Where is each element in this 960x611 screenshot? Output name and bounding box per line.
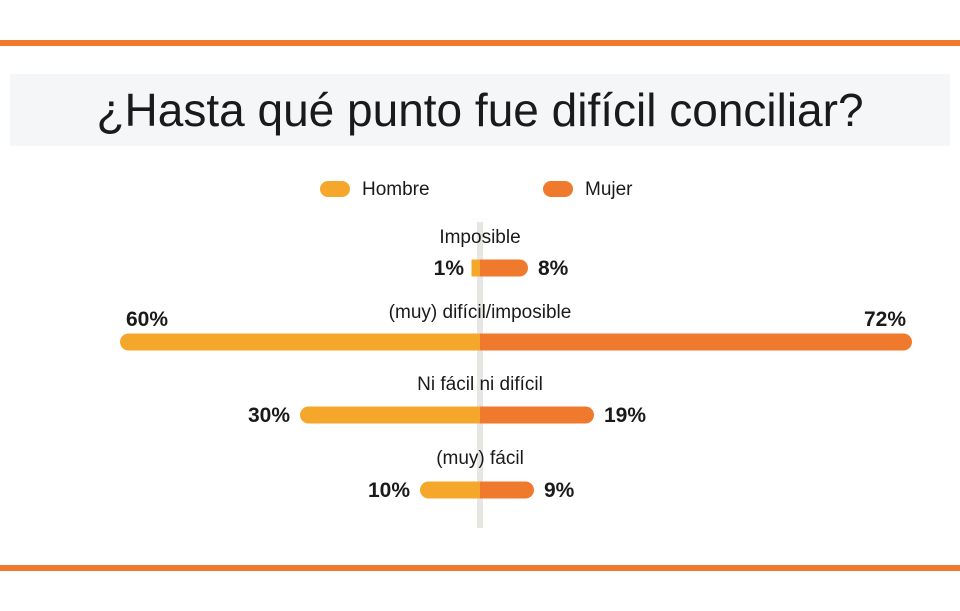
- legend-swatch-mujer: [543, 181, 573, 197]
- value-label-mujer-muy-facil: 9%: [544, 479, 575, 502]
- value-label-hombre-muy-dificil-imposible: 60%: [126, 308, 168, 331]
- chart-title: ¿Hasta qué punto fue difícil conciliar?: [96, 84, 864, 136]
- bar-hombre-muy-dificil-imposible: [120, 333, 480, 351]
- bar-mujer-imposible-joint: [480, 259, 489, 277]
- bar-hombre-imposible-joint: [471, 259, 480, 277]
- value-label-hombre-ni-facil-ni-dificil: 30%: [248, 404, 290, 427]
- category-label-muy-facil: (muy) fácil: [436, 448, 524, 469]
- bar-mujer-muy-dificil-imposible: [480, 333, 912, 351]
- value-label-mujer-ni-facil-ni-dificil: 19%: [604, 404, 646, 427]
- value-label-mujer-muy-dificil-imposible: 72%: [864, 308, 906, 331]
- bar-hombre-muy-facil: [420, 481, 480, 499]
- bar-mujer-muy-facil: [480, 481, 534, 499]
- center-axis: [477, 222, 483, 528]
- title-band: [10, 74, 950, 146]
- legend-swatch-hombre: [320, 181, 350, 197]
- value-label-mujer-imposible: 8%: [538, 257, 569, 280]
- bottom-rule: [0, 565, 960, 571]
- value-label-hombre-imposible: 1%: [434, 257, 465, 280]
- bar-hombre-ni-facil-ni-dificil-joint: [471, 406, 480, 424]
- bar-mujer-imposible: [480, 259, 528, 277]
- bar-mujer-muy-facil-joint: [480, 481, 489, 499]
- bar-mujer-ni-facil-ni-dificil: [480, 406, 594, 424]
- legend-label-hombre: Hombre: [362, 179, 430, 200]
- legend-label-mujer: Mujer: [585, 179, 633, 200]
- category-label-ni-facil-ni-dificil: Ni fácil ni difícil: [417, 374, 543, 395]
- bar-hombre-muy-dificil-imposible-joint: [471, 333, 480, 351]
- top-rule: [0, 40, 960, 46]
- bar-hombre-ni-facil-ni-dificil: [300, 406, 480, 424]
- bar-mujer-muy-dificil-imposible-joint: [480, 333, 489, 351]
- bar-hombre-muy-facil-joint: [471, 481, 480, 499]
- category-label-muy-dificil-imposible: (muy) difícil/imposible: [389, 302, 572, 323]
- bar-mujer-ni-facil-ni-dificil-joint: [480, 406, 489, 424]
- value-label-hombre-muy-facil: 10%: [368, 479, 410, 502]
- category-label-imposible: Imposible: [439, 227, 520, 248]
